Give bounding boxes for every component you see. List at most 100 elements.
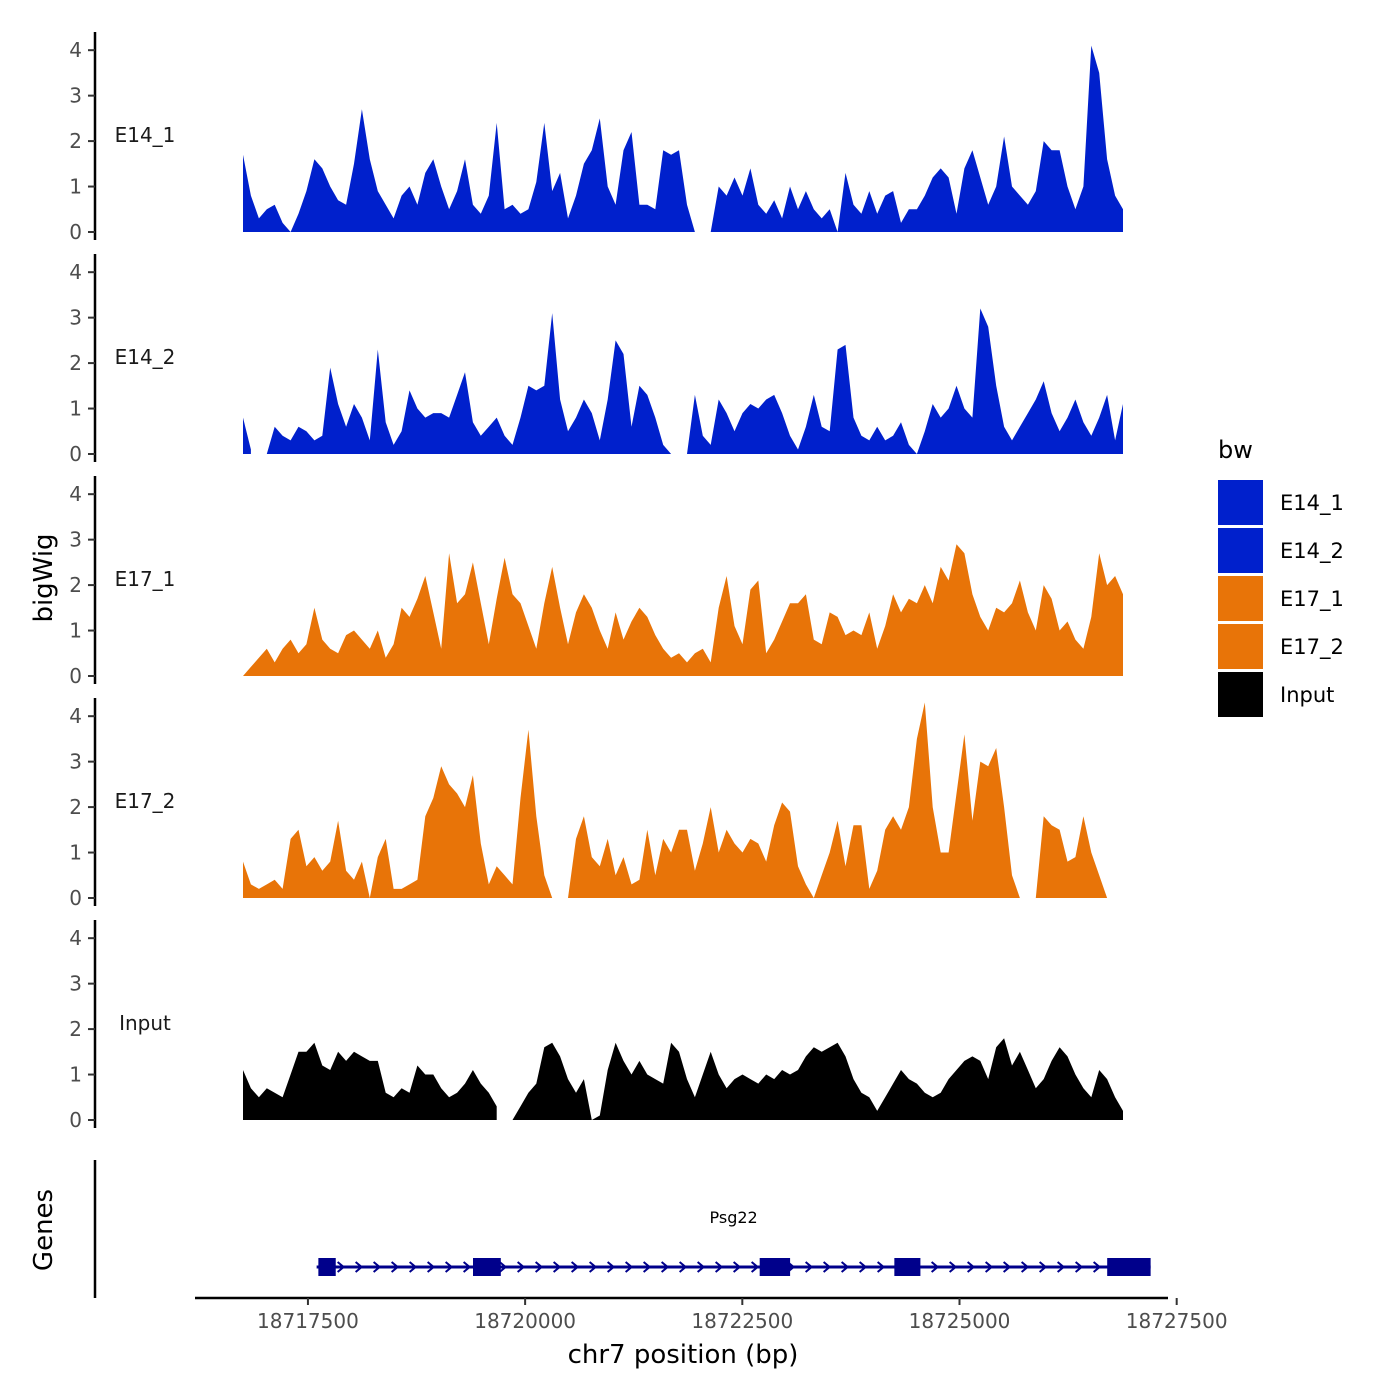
gene-track-title: Genes bbox=[29, 1189, 59, 1271]
signal-area-Input bbox=[243, 1042, 497, 1120]
legend-label: Input bbox=[1280, 683, 1334, 707]
y-tick-label: 0 bbox=[69, 664, 82, 688]
gene-exon bbox=[759, 1258, 791, 1276]
strand-arrow bbox=[1056, 1261, 1066, 1273]
strand-arrow bbox=[354, 1261, 364, 1273]
legend-label: E14_2 bbox=[1280, 539, 1344, 564]
track-panels: 0 1 2 3 4 E14_1 0 1 2 3 4 E14_2 0 1 2 3 4 E17_1 0 1 2 3 4 E17_2… bbox=[69, 32, 1123, 1132]
strand-arrow bbox=[840, 1261, 850, 1273]
x-tick-label: 18727500 bbox=[1126, 1309, 1228, 1333]
signal-area-E14_1 bbox=[243, 109, 695, 232]
legend: bw E14_1 E14_2 E17_1 E17_2 Input bbox=[1218, 436, 1344, 717]
strand-arrow bbox=[444, 1261, 454, 1273]
y-tick-label: 2 bbox=[69, 795, 82, 819]
strand-arrow bbox=[570, 1261, 580, 1273]
legend-key-E17_1 bbox=[1218, 576, 1263, 621]
x-tick-label: 18717500 bbox=[257, 1309, 359, 1333]
strand-arrow bbox=[552, 1261, 562, 1273]
strand-arrow bbox=[678, 1261, 688, 1273]
y-tick-label: 2 bbox=[69, 1017, 82, 1041]
strand-arrow bbox=[804, 1261, 814, 1273]
track-panel-E17_1: 0 1 2 3 4 E17_1 bbox=[69, 476, 1123, 688]
signal-area-E14_2 bbox=[243, 417, 251, 454]
strand-arrow bbox=[1092, 1261, 1102, 1273]
gene-exon bbox=[318, 1258, 336, 1276]
strand-arrow bbox=[696, 1261, 706, 1273]
legend-key-Input bbox=[1218, 672, 1263, 717]
gene-track: Psg22 bbox=[93, 1160, 1151, 1298]
x-axis: 18717500 18720000 18722500 18725000 18727500 bbox=[195, 1296, 1228, 1333]
strand-arrow bbox=[984, 1261, 994, 1273]
y-tick-label: 2 bbox=[69, 129, 82, 153]
track-label: E14_2 bbox=[115, 345, 176, 369]
y-tick-label: 3 bbox=[69, 306, 82, 330]
track-label: Input bbox=[119, 1011, 171, 1035]
signal-area-E14_2 bbox=[266, 313, 672, 454]
x-tick-label: 18725000 bbox=[909, 1309, 1011, 1333]
legend-label: E17_2 bbox=[1280, 635, 1344, 660]
strand-arrow bbox=[390, 1261, 400, 1273]
strand-arrow bbox=[606, 1261, 616, 1273]
legend-label: E17_1 bbox=[1280, 587, 1344, 612]
y-tick-label: 4 bbox=[69, 704, 82, 728]
y-tick-label: 1 bbox=[69, 175, 82, 199]
y-tick-label: 0 bbox=[69, 442, 82, 466]
y-tick-label: 3 bbox=[69, 750, 82, 774]
y-tick-label: 0 bbox=[69, 886, 82, 910]
strand-arrow bbox=[642, 1261, 652, 1273]
x-axis-title: chr7 position (bp) bbox=[568, 1340, 799, 1370]
y-tick-label: 4 bbox=[69, 482, 82, 506]
gene-name-label: Psg22 bbox=[710, 1208, 758, 1227]
y-tick-label: 1 bbox=[69, 1063, 82, 1087]
strand-arrow bbox=[534, 1261, 544, 1273]
signal-area-E17_2 bbox=[1035, 816, 1108, 898]
legend-label: E14_1 bbox=[1280, 491, 1344, 516]
legend-key-E14_2 bbox=[1218, 528, 1263, 573]
y-tick-label: 4 bbox=[69, 926, 82, 950]
legend-title: bw bbox=[1218, 436, 1253, 464]
signal-area-E14_2 bbox=[687, 308, 1123, 454]
strand-arrow bbox=[588, 1261, 598, 1273]
strand-arrow bbox=[624, 1261, 634, 1273]
y-tick-label: 1 bbox=[69, 397, 82, 421]
strand-arrow bbox=[1074, 1261, 1084, 1273]
signal-area-E17_2 bbox=[243, 729, 553, 898]
strand-arrow bbox=[750, 1261, 760, 1273]
strand-arrow bbox=[498, 1261, 508, 1273]
track-panel-E14_2: 0 1 2 3 4 E14_2 bbox=[69, 254, 1123, 466]
track-label: E17_2 bbox=[115, 789, 176, 813]
strand-arrow bbox=[462, 1261, 472, 1273]
track-panel-E17_2: 0 1 2 3 4 E17_2 bbox=[69, 698, 1108, 910]
y-tick-label: 3 bbox=[69, 528, 82, 552]
strand-arrow bbox=[426, 1261, 436, 1273]
strand-arrow bbox=[1038, 1261, 1048, 1273]
strand-arrow bbox=[1002, 1261, 1012, 1273]
strand-arrow bbox=[930, 1261, 940, 1273]
track-label: E17_1 bbox=[115, 567, 176, 591]
strand-arrow bbox=[732, 1261, 742, 1273]
y-tick-label: 1 bbox=[69, 841, 82, 865]
y-axis-title: bigWig bbox=[29, 533, 59, 622]
y-tick-label: 4 bbox=[69, 260, 82, 284]
y-tick-label: 3 bbox=[69, 84, 82, 108]
strand-arrow bbox=[516, 1261, 526, 1273]
x-tick-label: 18720000 bbox=[474, 1309, 576, 1333]
gene-Psg22: Psg22 bbox=[316, 1208, 1151, 1276]
track-label: E14_1 bbox=[115, 123, 176, 147]
signal-area-E14_1 bbox=[710, 45, 1123, 232]
strand-arrow bbox=[372, 1261, 382, 1273]
strand-arrow bbox=[714, 1261, 724, 1273]
signal-area-E17_2 bbox=[568, 702, 1020, 898]
gene-exon bbox=[894, 1258, 921, 1276]
legend-key-E17_2 bbox=[1218, 624, 1263, 669]
gene-exon bbox=[1107, 1258, 1151, 1276]
y-tick-label: 1 bbox=[69, 619, 82, 643]
y-tick-label: 2 bbox=[69, 573, 82, 597]
signal-area-Input bbox=[512, 1038, 1123, 1120]
signal-area-E17_1 bbox=[243, 544, 1123, 676]
strand-arrow bbox=[858, 1261, 868, 1273]
gene-exon bbox=[473, 1258, 501, 1276]
legend-key-E14_1 bbox=[1218, 480, 1263, 525]
y-tick-label: 3 bbox=[69, 972, 82, 996]
strand-arrow bbox=[948, 1261, 958, 1273]
